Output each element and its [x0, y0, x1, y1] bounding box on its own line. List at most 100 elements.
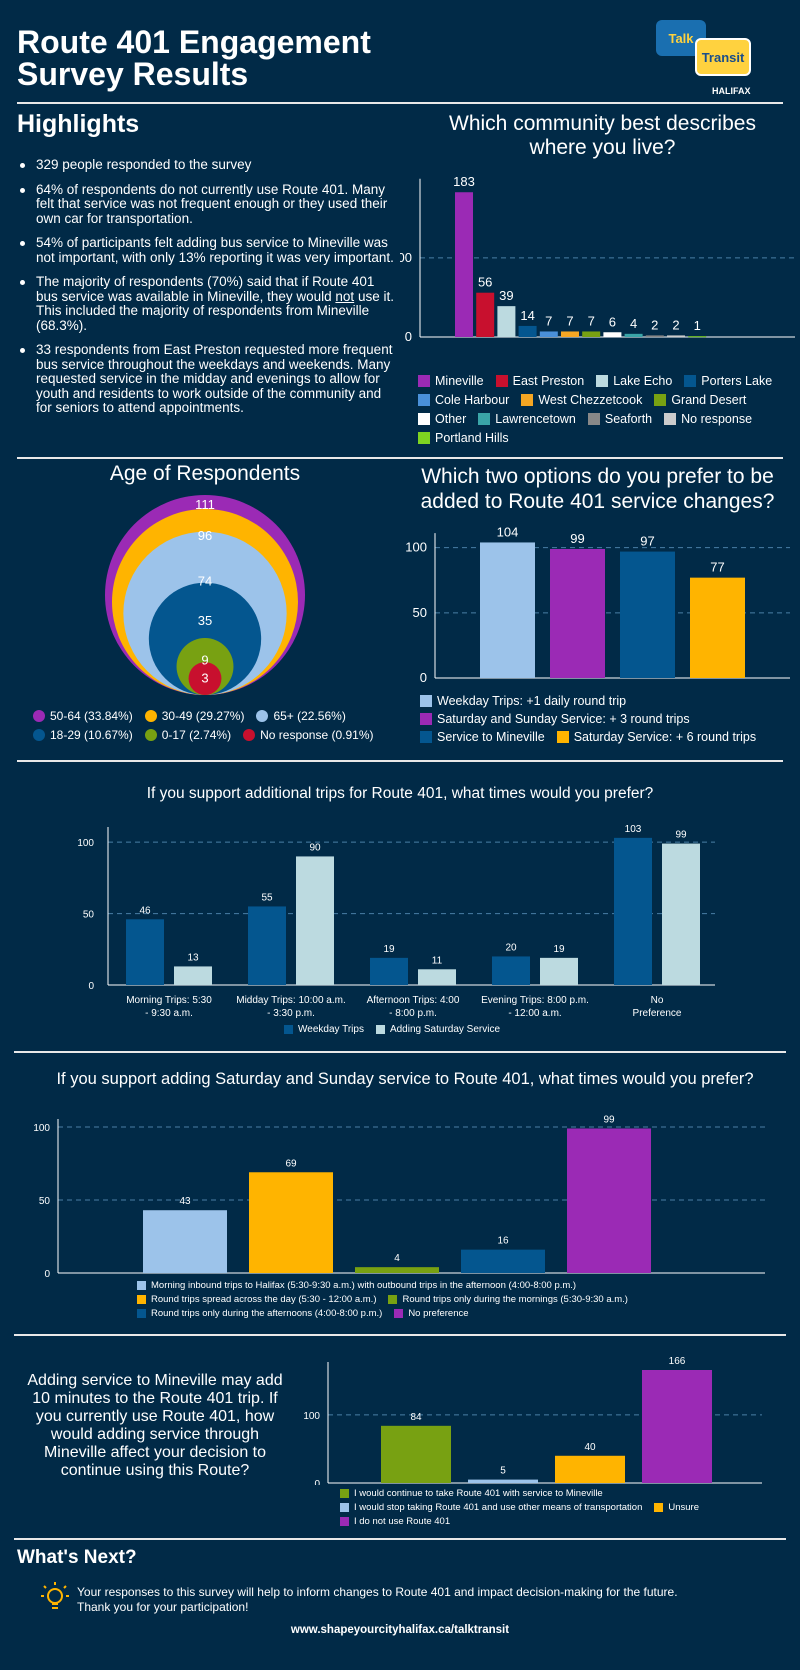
y-tick-label: 0	[44, 1269, 50, 1280]
whats-next-heading: What's Next?	[17, 1547, 137, 1568]
highlights-heading: Highlights	[17, 110, 140, 138]
legend-item: Saturday Service: + 6 round trips	[556, 730, 756, 744]
data-label: 11	[432, 955, 443, 966]
legend-community: Mineville East Preston Lake Echo Porters La…	[418, 374, 798, 445]
bar	[561, 331, 579, 337]
legend-swatch	[478, 413, 491, 425]
chart-weekend: 0 50 100 43 69 4 16 99	[33, 1114, 765, 1280]
data-label: 19	[553, 944, 565, 955]
legend-swatch	[654, 1503, 664, 1512]
legend-label: Grand Desert	[671, 393, 747, 407]
data-label: 166	[669, 1356, 686, 1367]
legend-weekend: Morning inbound trips to Halifax (5:30-9…	[137, 1280, 697, 1319]
bar	[518, 325, 537, 337]
chart-options: 0 50 100 104 99 97 77	[405, 524, 790, 685]
bar	[480, 542, 535, 678]
legend-item: Service to Mineville	[420, 730, 545, 744]
legend-item: Unsure	[654, 1502, 699, 1513]
legend-item: 30-49 (29.27%)	[144, 709, 245, 723]
chart-title-weekend: If you support adding Saturday and Sunda…	[56, 1070, 754, 1088]
chart-age: 111 96 74 35 9 3	[105, 495, 305, 695]
highlight-item: 329 people responded to the survey	[20, 157, 398, 173]
legend-label: Saturday and Sunday Service: + 3 round t…	[437, 712, 690, 726]
legend-item: Portland Hills	[418, 431, 509, 445]
y-tick-label: 100	[303, 1411, 320, 1422]
bar	[476, 292, 495, 337]
legend-item: 0-17 (2.74%)	[144, 728, 231, 742]
divider	[14, 1334, 786, 1336]
bar	[355, 1267, 439, 1273]
legend-swatch	[684, 375, 697, 387]
legend-item: Lawrencetown	[478, 412, 576, 426]
data-label: 4	[394, 1253, 400, 1264]
legend-item: Grand Desert	[654, 393, 746, 407]
y-tick-label: 100	[33, 1123, 50, 1134]
bar	[492, 956, 530, 985]
data-label: 99	[603, 1114, 615, 1125]
data-label: 7	[588, 313, 595, 328]
bar	[550, 548, 605, 678]
bar	[662, 843, 700, 985]
data-label: 43	[179, 1196, 191, 1207]
legend-item: Other	[418, 412, 466, 426]
y-tick-label: 0	[405, 329, 412, 344]
data-label: 111	[195, 497, 215, 512]
legend-swatch	[375, 1025, 385, 1034]
data-label: 99	[570, 531, 584, 546]
legend-label: 65+ (22.56%)	[273, 709, 346, 723]
highlight-item: 54% of participants felt adding bus serv…	[20, 235, 398, 265]
chart-title-times: If you support additional trips for Rout…	[146, 785, 654, 802]
divider	[14, 1538, 786, 1540]
legend-swatch	[137, 1295, 146, 1304]
legend-swatch	[495, 375, 508, 387]
data-label: 96	[198, 528, 212, 543]
legend-swatch	[596, 375, 609, 387]
legend-label: Adding Saturday Service	[389, 1024, 501, 1035]
website-url: www.shapeyourcityhalifax.ca/talktransit	[290, 1624, 510, 1636]
legend-label: Round trips spread across the day (5:30 …	[151, 1294, 377, 1305]
data-label: 90	[309, 842, 321, 853]
legend-item: East Preston	[495, 374, 584, 388]
chart-mineville: 0 100 84 5 40 166	[303, 1356, 762, 1485]
bar	[248, 906, 286, 985]
data-label: 7	[545, 313, 552, 328]
chart-times: 0 50 100 46 13 Morning Trips: 5:30- 9:30 a.m.…	[77, 824, 715, 1019]
bar	[497, 306, 516, 337]
legend-label: Morning inbound trips to Halifax (5:30-9…	[151, 1280, 577, 1291]
legend-label: 30-49 (29.27%)	[161, 709, 245, 723]
legend-label: I would continue to take Route 401 with …	[354, 1488, 603, 1499]
legend-item: 18-29 (10.67%)	[33, 728, 133, 742]
highlight-text: use it. This included the majority of re…	[36, 288, 394, 333]
bubble	[188, 662, 222, 695]
data-label: 99	[675, 830, 687, 841]
legend-swatch	[340, 1517, 349, 1526]
legend-swatch	[420, 713, 432, 725]
bar	[418, 969, 456, 985]
legend-swatch	[243, 729, 256, 741]
legend-item: Round trips only during the afternoons (…	[137, 1308, 382, 1319]
bar	[642, 1370, 712, 1483]
x-tick-label: Midday Trips: 10:00 a.m. - 3:30 p.m.	[236, 995, 346, 1019]
bar	[614, 837, 652, 985]
legend-item: Weekday Trips	[284, 1024, 364, 1035]
bar	[174, 966, 212, 985]
legend-swatch	[418, 413, 430, 425]
legend-item: No response	[664, 412, 752, 426]
highlight-underline: not	[335, 288, 355, 304]
bar	[555, 1455, 625, 1483]
bar	[624, 333, 643, 337]
y-tick-label: 100	[400, 250, 412, 265]
data-label: 55	[261, 892, 273, 903]
bar	[381, 1425, 451, 1483]
legend-swatch	[418, 432, 430, 444]
data-label: 1	[694, 318, 701, 333]
legend-item: Seaforth	[587, 412, 652, 426]
x-tick-label: Evening Trips: 8:00 p.m. - 12:00 a.m.	[481, 995, 589, 1019]
data-label: 39	[499, 288, 513, 303]
legend-swatch	[654, 394, 667, 406]
logo-halifax: HALIFAX	[712, 86, 751, 96]
legend-age: 50-64 (33.84%) 30-49 (29.27%) 65+ (22.56%)…	[33, 709, 393, 742]
legend-swatch	[664, 413, 677, 425]
legend-swatch	[420, 695, 432, 707]
legend-item: Round trips spread across the day (5:30 …	[137, 1294, 376, 1305]
